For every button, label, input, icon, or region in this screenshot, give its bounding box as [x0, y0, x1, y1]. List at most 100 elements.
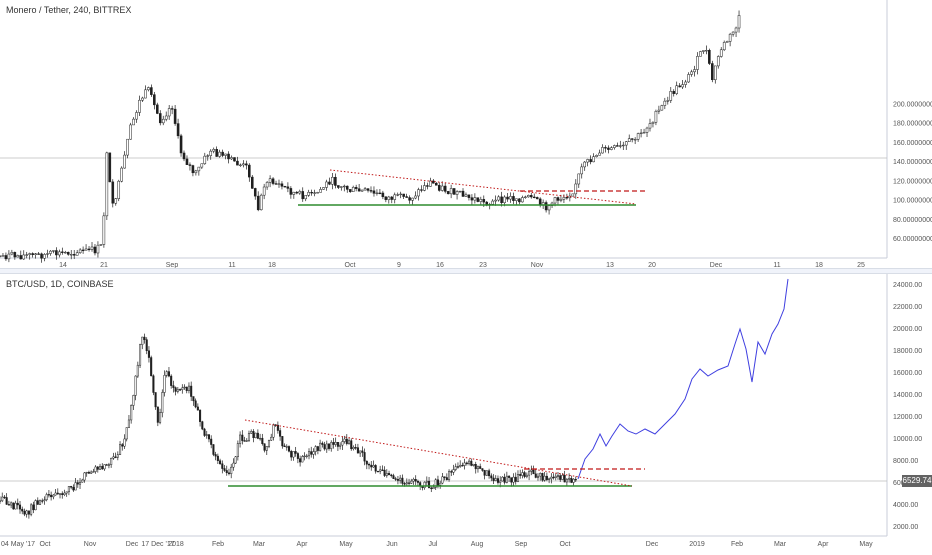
bottom-candle	[76, 482, 79, 485]
top-candle	[690, 71, 693, 75]
top-candle	[708, 50, 711, 64]
bottom-candle	[243, 440, 246, 442]
top-candle	[345, 185, 349, 190]
bottom-candle	[254, 432, 257, 438]
top-candle	[651, 121, 655, 124]
top-candle	[135, 112, 138, 120]
top-candle	[405, 196, 408, 198]
top-candle	[22, 254, 26, 260]
bottom-candle	[463, 462, 466, 466]
bottom-candle	[172, 385, 175, 388]
top-candle	[310, 192, 313, 194]
bottom-chart-pane[interactable]: BTC/USD, 1D, COINBASE 24000.00 22000.00 20…	[0, 274, 932, 550]
top-y-tick: 100.00000000	[893, 198, 932, 205]
top-candle	[544, 202, 548, 211]
top-candle	[34, 253, 37, 255]
top-x-tick: 25	[857, 262, 865, 268]
bottom-x-tick: Apr	[818, 541, 830, 548]
top-candle	[420, 189, 423, 191]
top-candle	[547, 205, 551, 211]
bottom-candle	[281, 436, 284, 447]
top-chart-pane[interactable]: Monero / Tether, 240, BITTREX 200.000000…	[0, 0, 932, 269]
bottom-candle	[561, 475, 564, 480]
top-candle	[440, 185, 444, 191]
bottom-candle	[330, 442, 333, 449]
top-candle	[378, 192, 382, 194]
top-candle	[589, 159, 592, 163]
bottom-candle	[63, 492, 66, 495]
bottom-candle	[296, 453, 299, 459]
top-chart-svg[interactable]: 200.00000000 180.00000000 160.00000000 140.…	[0, 0, 932, 269]
top-candle	[221, 151, 224, 156]
top-candle	[66, 251, 70, 255]
bottom-candle	[194, 400, 197, 408]
top-candle	[357, 188, 361, 192]
bottom-candle	[565, 478, 568, 483]
bottom-candle	[554, 475, 557, 478]
bottom-x-tick: Oct	[40, 541, 51, 548]
bottom-candle	[343, 438, 346, 442]
bottom-candle	[294, 451, 297, 454]
bottom-candle	[379, 469, 382, 472]
bottom-candle	[459, 464, 462, 467]
bottom-candle	[301, 456, 304, 463]
top-candle	[340, 186, 343, 188]
bottom-candle	[121, 444, 124, 447]
top-trendline	[329, 169, 637, 205]
top-candle	[734, 27, 738, 33]
top-candle	[161, 118, 165, 124]
bottom-candle	[41, 500, 44, 502]
top-candle	[669, 91, 673, 101]
top-x-tick: 20	[648, 262, 656, 268]
top-x-tick: 13	[606, 262, 614, 268]
pane-divider[interactable]	[0, 268, 932, 274]
top-candle	[402, 193, 405, 197]
top-candle	[132, 118, 135, 126]
top-candle	[627, 138, 631, 142]
top-candle	[366, 188, 370, 191]
top-candle	[78, 249, 82, 253]
top-candle	[194, 170, 198, 174]
top-candle	[429, 180, 432, 187]
bottom-candle	[14, 502, 17, 510]
top-candle	[476, 197, 480, 202]
bottom-candle	[292, 451, 295, 458]
bottom-candle	[54, 492, 57, 496]
top-candle	[233, 157, 236, 162]
bottom-candle	[36, 500, 39, 505]
bottom-candle	[332, 442, 335, 445]
top-candle	[87, 248, 91, 250]
bottom-candle	[74, 482, 77, 491]
top-candle	[325, 181, 328, 188]
top-candle	[49, 250, 52, 254]
bottom-y-tick: 22000.00	[893, 304, 922, 311]
top-candle	[604, 147, 607, 149]
top-candle	[277, 183, 281, 185]
top-candle	[672, 91, 676, 94]
top-candle	[574, 183, 578, 195]
top-candle	[657, 109, 661, 112]
bottom-y-tick: 18000.00	[893, 348, 922, 355]
top-candle	[381, 192, 385, 198]
top-candle	[675, 85, 678, 94]
bottom-candle	[408, 482, 411, 484]
top-candle	[120, 167, 123, 182]
bottom-candle	[99, 466, 102, 470]
top-candle	[610, 147, 613, 150]
bottom-candle	[221, 463, 224, 469]
bottom-candle	[159, 412, 162, 423]
top-candle	[384, 196, 388, 200]
bottom-candle	[176, 389, 179, 392]
top-candle	[351, 187, 355, 192]
bottom-candle	[252, 431, 255, 438]
top-candle	[81, 249, 85, 251]
top-candle	[212, 149, 215, 152]
bottom-candle	[165, 371, 168, 376]
bottom-candle	[45, 494, 48, 501]
bottom-candle	[423, 481, 426, 488]
bottom-chart-svg[interactable]: 24000.00 22000.00 20000.00 18000.00 16000.00…	[0, 274, 932, 550]
top-candle	[46, 253, 49, 255]
top-candle	[666, 100, 670, 102]
top-candle	[218, 151, 221, 157]
top-candle	[512, 196, 515, 201]
